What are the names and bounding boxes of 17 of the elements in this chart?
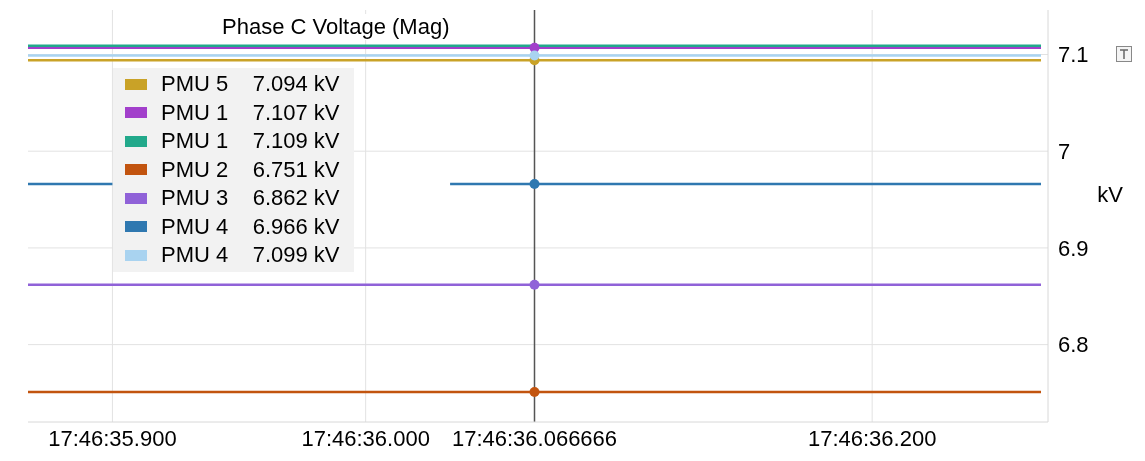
legend-label: PMU 4 6.966 kV — [161, 212, 340, 241]
x-tick-label: 17:46:35.900 — [48, 425, 177, 451]
x-tick-label: 17:46:36.200 — [807, 425, 937, 451]
legend-label: PMU 3 6.862 kV — [161, 184, 340, 212]
legend-label: PMU 1 7.109 kV — [161, 127, 340, 155]
y-tick-label: 6.9 — [1058, 235, 1089, 261]
y-tick-label: 7 — [1058, 139, 1071, 165]
legend-label: PMU 4 7.099 kV — [161, 241, 340, 269]
chart-title: Phase C Voltage (Mag) — [220, 14, 452, 40]
y-tick-label: 6.8 — [1058, 332, 1089, 358]
legend-label: PMU 5 7.094 kV — [161, 70, 340, 98]
x-tick-label: 17:46:36.066666 — [451, 425, 618, 451]
y-axis-title: kV — [1097, 181, 1124, 207]
x-tick-label: 17:46:36.000 — [301, 425, 430, 451]
legend-label: PMU 1 7.107 kV — [161, 98, 340, 127]
y-tick-label: 7.1 — [1058, 42, 1089, 68]
legend-label: PMU 2 6.751 kV — [161, 155, 340, 184]
